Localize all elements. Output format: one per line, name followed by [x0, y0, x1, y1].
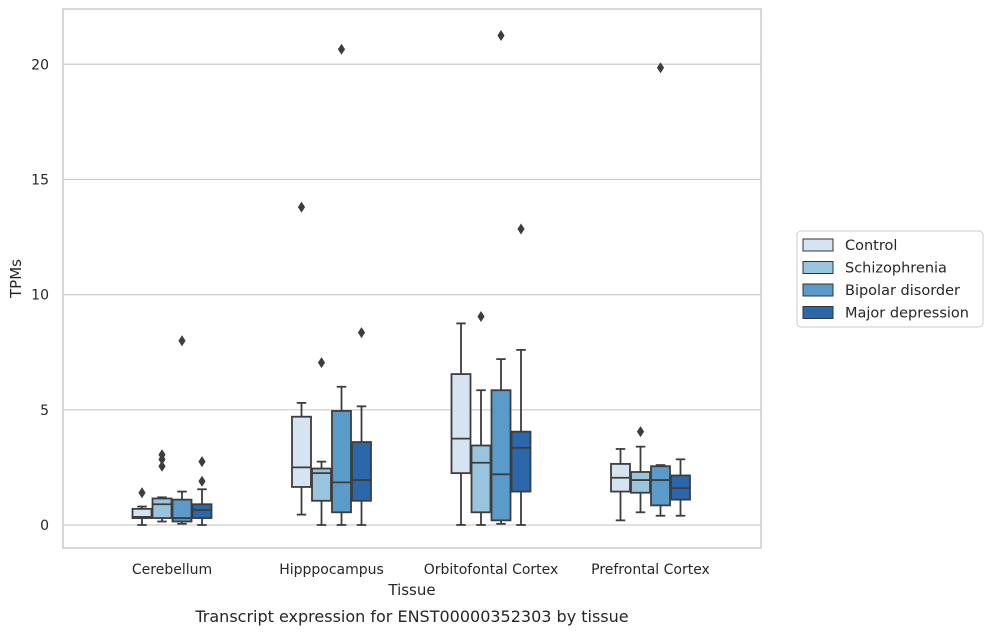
- outlier-point: [497, 29, 505, 41]
- box-iqr: [131, 507, 153, 519]
- outlier-point: [337, 43, 346, 55]
- x-tick-labels: Cerebellum Hipppocampus Orbitofontal Corte…: [132, 562, 710, 578]
- y-tick-label: 0: [40, 518, 49, 534]
- legend-swatch: [802, 261, 834, 274]
- outlier-point: [198, 456, 206, 468]
- outlier-point: [158, 449, 166, 461]
- x-axis-title: Tissue: [387, 581, 435, 599]
- y-tick-label: 15: [31, 172, 49, 188]
- box: [630, 426, 651, 514]
- plot-frame: [62, 8, 762, 549]
- legend-swatch: [802, 238, 834, 252]
- legend-label: Bipolar disorder: [845, 283, 960, 299]
- y-tick-label: 20: [31, 57, 49, 73]
- legend-label: Schizophrenia: [845, 261, 947, 277]
- outlier-point: [636, 426, 645, 438]
- box: [510, 223, 532, 526]
- box: [191, 456, 213, 526]
- y-tick-labels: 0 5 10 15 20: [31, 57, 49, 534]
- x-tick-label: Hipppocampus: [279, 562, 384, 578]
- y-tick-label: 10: [31, 288, 49, 304]
- box: [470, 311, 492, 526]
- outlier-point: [517, 223, 525, 235]
- box-iqr: [450, 373, 472, 475]
- legend-frame: [796, 230, 984, 328]
- box: [171, 335, 193, 525]
- box-iqr: [490, 389, 512, 522]
- box: [490, 29, 512, 525]
- legend-label: Major depression: [845, 306, 969, 322]
- box: [351, 327, 372, 526]
- x-tick-label: Cerebellum: [132, 562, 212, 578]
- box-iqr: [630, 471, 651, 494]
- y-axis-title: TPMs: [7, 259, 25, 299]
- y-tick-label: 5: [40, 403, 49, 419]
- outlier-point: [656, 62, 665, 74]
- box: [610, 448, 631, 522]
- outlier-point: [477, 311, 485, 323]
- box: [650, 62, 671, 517]
- box-iqr: [151, 497, 173, 519]
- legend: Control Schizophrenia Bipolar disorder Majo…: [796, 230, 984, 328]
- x-tick-label: Prefrontal Cortex: [591, 562, 710, 578]
- outlier-point: [297, 201, 306, 213]
- chart-caption: Transcript expression for ENST0000035230…: [194, 607, 628, 626]
- legend-swatch: [802, 306, 834, 319]
- grid-lines: [63, 63, 761, 526]
- box-iqr: [331, 410, 352, 514]
- x-tick-label: Orbitofontal Cortex: [424, 562, 559, 578]
- box: [450, 322, 472, 526]
- box-iqr: [311, 467, 332, 502]
- box-iqr: [191, 503, 213, 519]
- box-iqr: [291, 415, 312, 488]
- box-iqr: [171, 498, 193, 523]
- outlier-point: [158, 460, 166, 472]
- plot-area: [63, 9, 761, 548]
- outlier-point: [198, 475, 206, 487]
- legend-swatch: [802, 283, 834, 297]
- box: [131, 487, 153, 526]
- box-iqr: [510, 430, 532, 493]
- box: [151, 449, 173, 523]
- outlier-point: [357, 327, 366, 339]
- outlier-point: [178, 335, 186, 347]
- box: [291, 201, 312, 516]
- boxes-layer: [131, 29, 691, 526]
- box-iqr: [650, 465, 671, 507]
- box-iqr: [470, 444, 492, 514]
- box: [331, 43, 352, 526]
- outlier-point: [317, 357, 326, 369]
- box-iqr: [351, 441, 372, 502]
- box: [670, 458, 691, 517]
- legend-label: Control: [845, 238, 897, 254]
- box: [311, 357, 332, 526]
- outlier-point: [138, 487, 146, 499]
